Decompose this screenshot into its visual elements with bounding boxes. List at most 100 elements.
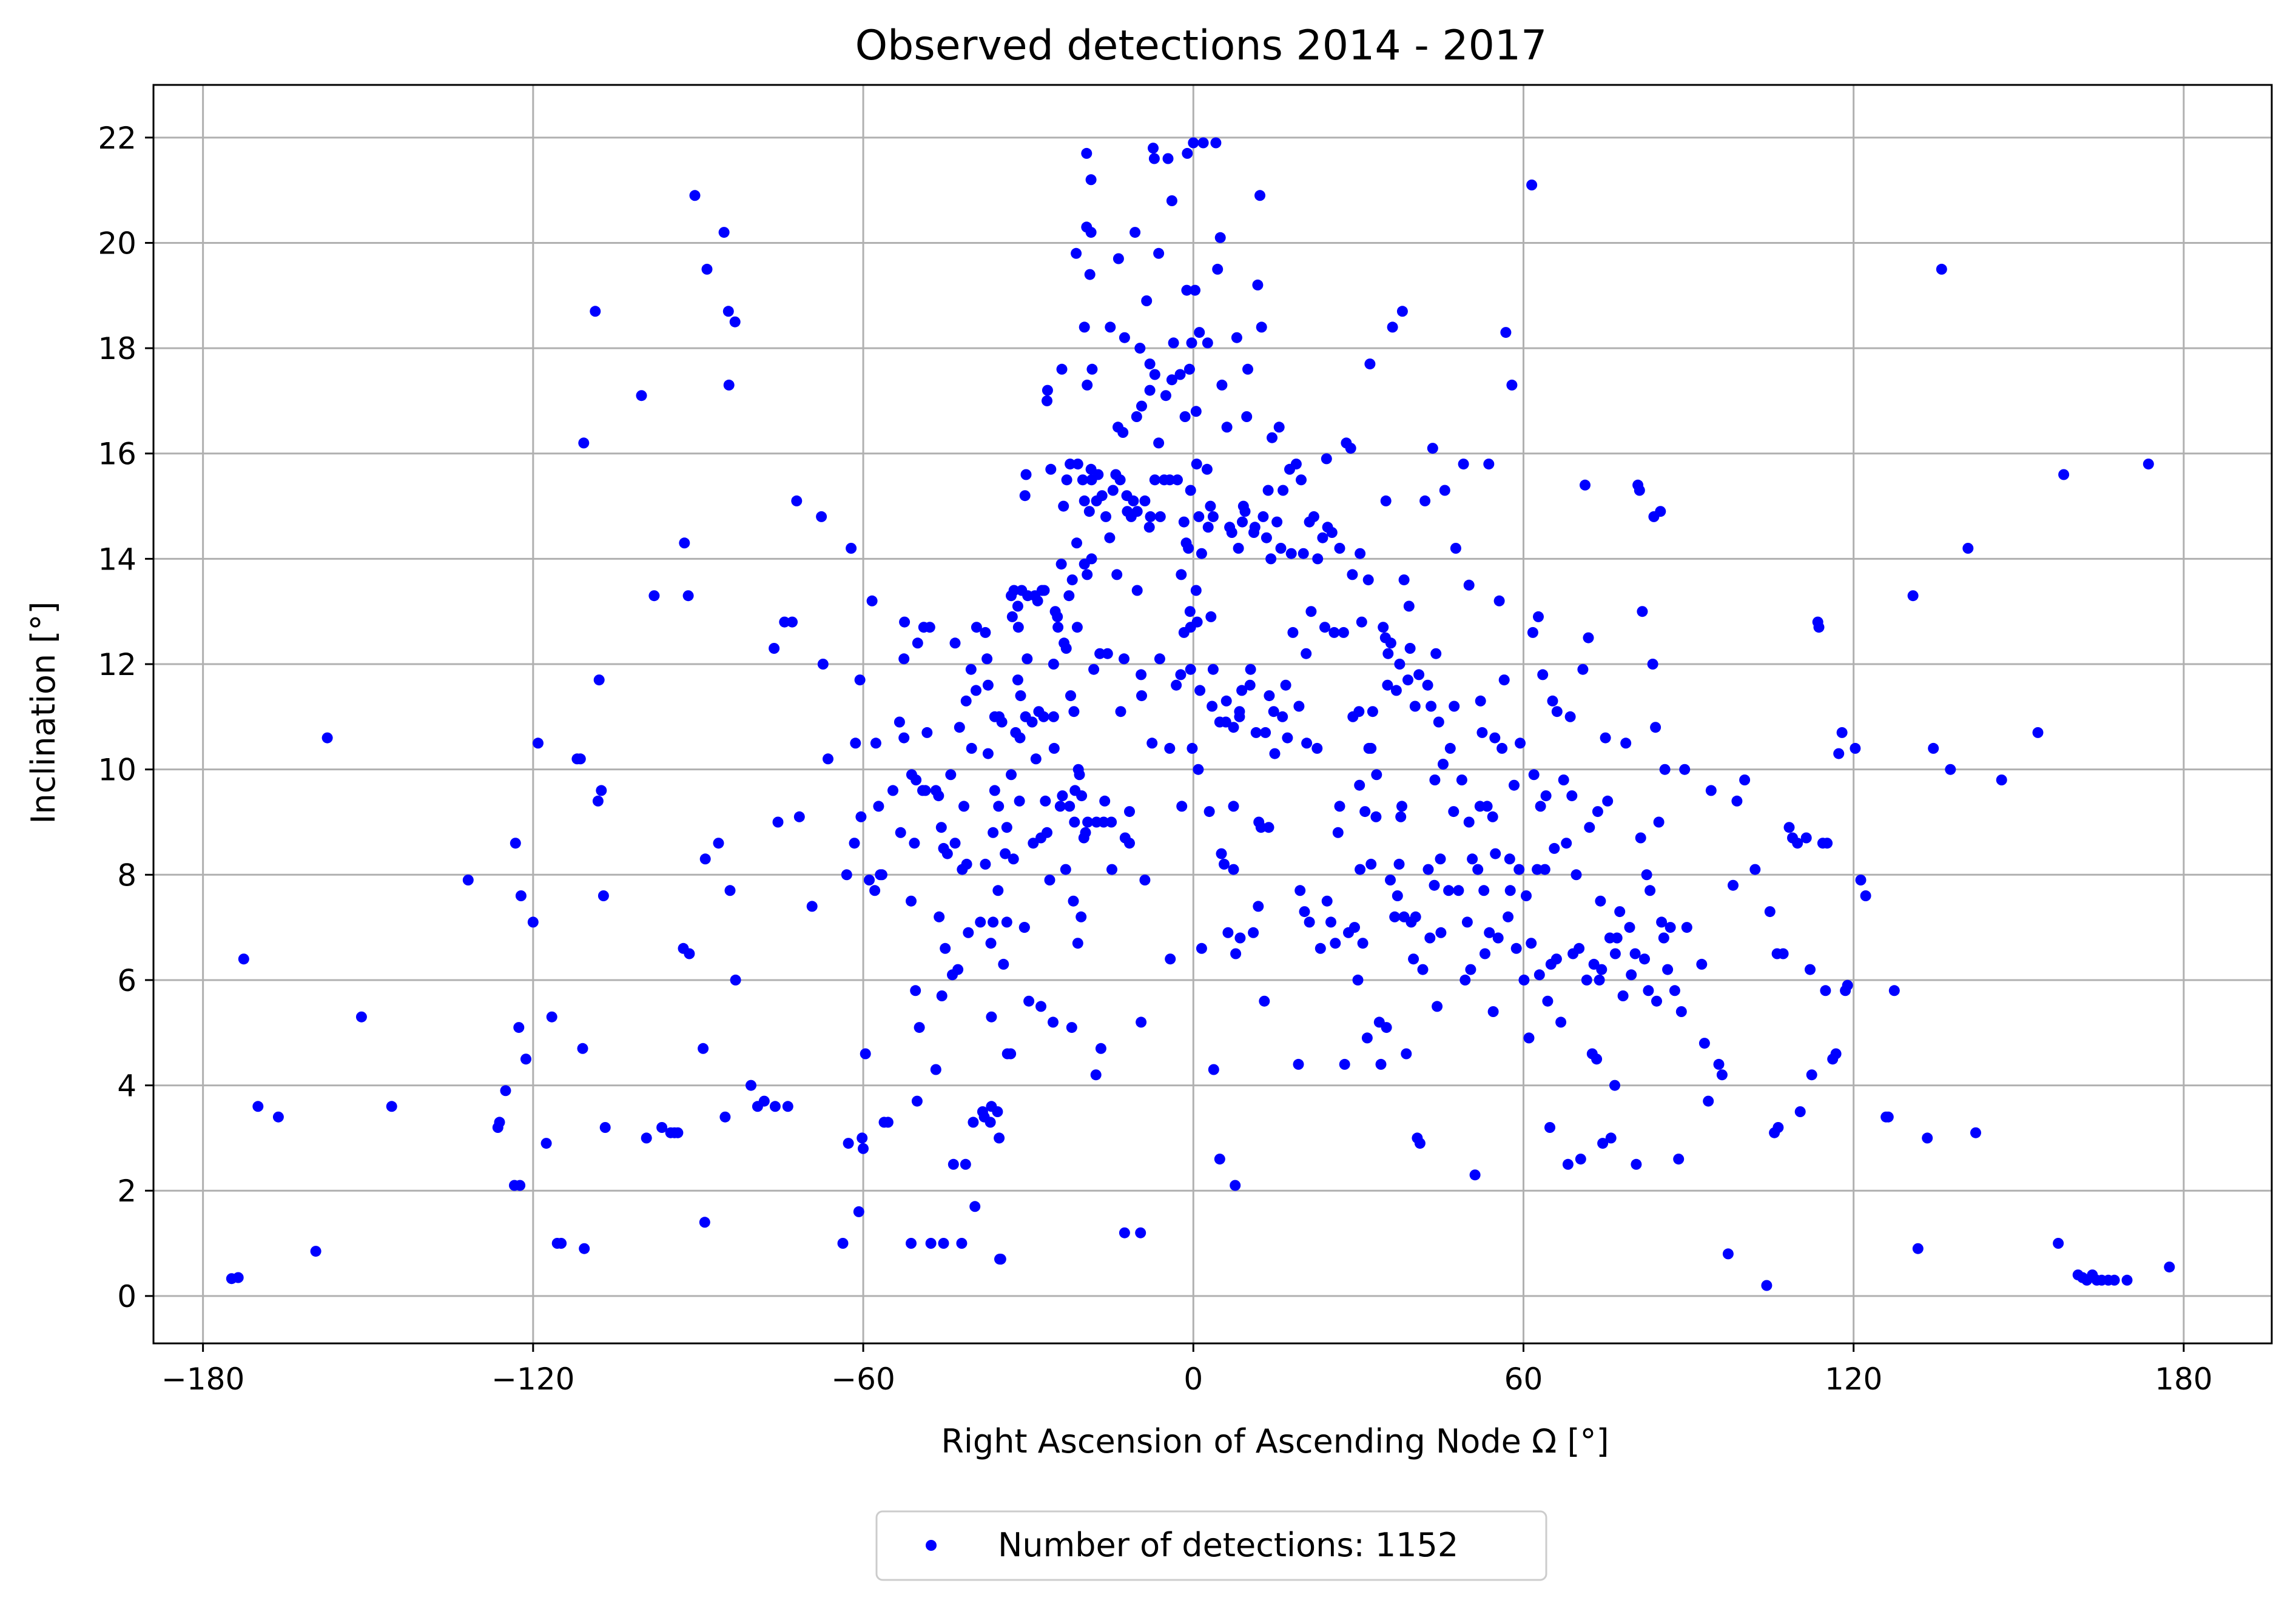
data-point xyxy=(1194,685,1206,696)
data-point xyxy=(968,1117,979,1128)
data-point xyxy=(1354,779,1365,791)
data-point xyxy=(1380,495,1392,506)
data-point xyxy=(1056,363,1068,375)
data-point xyxy=(1166,374,1177,386)
data-point xyxy=(1068,895,1079,907)
data-point xyxy=(1675,1006,1687,1017)
data-point xyxy=(1595,895,1606,907)
data-point xyxy=(1304,916,1315,928)
data-point xyxy=(1429,774,1441,785)
data-point xyxy=(911,1095,923,1107)
data-point xyxy=(1119,1227,1130,1238)
data-point xyxy=(1231,332,1242,343)
data-point xyxy=(1014,732,1026,744)
data-point xyxy=(1820,985,1831,996)
data-point xyxy=(1131,506,1143,517)
data-point xyxy=(1136,669,1147,680)
data-point xyxy=(898,653,910,665)
data-point xyxy=(1515,737,1526,749)
data-point xyxy=(1190,406,1202,417)
data-point xyxy=(980,627,991,638)
data-point xyxy=(1334,543,1345,554)
data-point xyxy=(1074,769,1085,781)
data-point xyxy=(1185,485,1196,496)
data-point xyxy=(769,1101,781,1112)
data-point xyxy=(1860,890,1871,901)
data-point xyxy=(1805,964,1816,975)
data-point xyxy=(982,679,994,691)
data-point xyxy=(1371,769,1382,781)
data-point xyxy=(729,316,741,328)
data-point xyxy=(1239,506,1251,517)
data-point xyxy=(1039,585,1050,596)
data-point xyxy=(906,1238,917,1249)
data-point xyxy=(855,811,867,822)
data-point xyxy=(935,822,947,833)
data-point xyxy=(1293,701,1305,712)
data-point xyxy=(1066,1022,1077,1033)
data-point xyxy=(1214,232,1226,243)
data-point xyxy=(849,838,860,849)
data-point xyxy=(1467,853,1478,865)
data-point xyxy=(689,190,701,201)
data-point xyxy=(1241,411,1253,422)
y-tick-label: 6 xyxy=(117,963,136,998)
data-point xyxy=(1364,358,1376,370)
data-point xyxy=(969,1201,981,1212)
data-point xyxy=(1489,732,1501,744)
data-point xyxy=(1430,648,1442,659)
data-point xyxy=(1739,774,1751,785)
data-point xyxy=(986,1011,997,1023)
data-point xyxy=(1970,1127,1981,1138)
data-point xyxy=(1290,459,1302,470)
data-point xyxy=(1105,321,1116,333)
data-point xyxy=(899,616,911,628)
data-point xyxy=(1085,227,1097,238)
data-point xyxy=(1480,948,1490,959)
data-point xyxy=(1463,816,1475,828)
data-point xyxy=(1141,295,1153,306)
data-point xyxy=(1171,679,1182,691)
data-point xyxy=(2164,1262,2175,1273)
data-point xyxy=(1220,695,1232,707)
data-point xyxy=(1566,790,1578,802)
x-axis-ticks: −180 −120 −60 0 60 120 180 xyxy=(161,1343,2213,1397)
data-point xyxy=(1478,885,1490,896)
data-point xyxy=(1355,548,1366,559)
data-point xyxy=(1079,321,1090,333)
data-point xyxy=(1081,147,1092,159)
x-tick-label: −180 xyxy=(161,1362,244,1397)
data-point xyxy=(636,390,647,402)
data-point xyxy=(793,811,805,822)
data-point xyxy=(1071,622,1083,633)
data-point xyxy=(1922,1132,1933,1144)
data-point xyxy=(556,1238,567,1249)
data-point xyxy=(1609,948,1621,959)
data-point xyxy=(960,695,972,707)
data-point xyxy=(1115,706,1126,717)
data-point xyxy=(1385,875,1396,885)
data-point xyxy=(1012,622,1024,633)
data-point xyxy=(925,1238,937,1249)
data-point xyxy=(1659,764,1671,775)
data-point xyxy=(1124,838,1135,849)
data-point xyxy=(1624,922,1635,933)
data-point xyxy=(510,838,521,849)
data-point xyxy=(718,227,730,238)
data-point xyxy=(462,875,474,885)
data-point xyxy=(1490,848,1501,859)
data-point xyxy=(1912,1243,1924,1254)
data-point xyxy=(579,1243,590,1254)
data-point xyxy=(1293,1058,1304,1070)
data-point xyxy=(1143,522,1155,533)
data-point xyxy=(1653,816,1665,828)
data-point xyxy=(1212,263,1224,275)
data-point xyxy=(1083,506,1095,517)
data-point xyxy=(1317,532,1328,543)
data-point xyxy=(941,848,953,859)
data-point xyxy=(1181,284,1193,296)
data-point xyxy=(679,537,690,549)
data-point xyxy=(1019,490,1031,502)
data-point xyxy=(1637,606,1648,617)
